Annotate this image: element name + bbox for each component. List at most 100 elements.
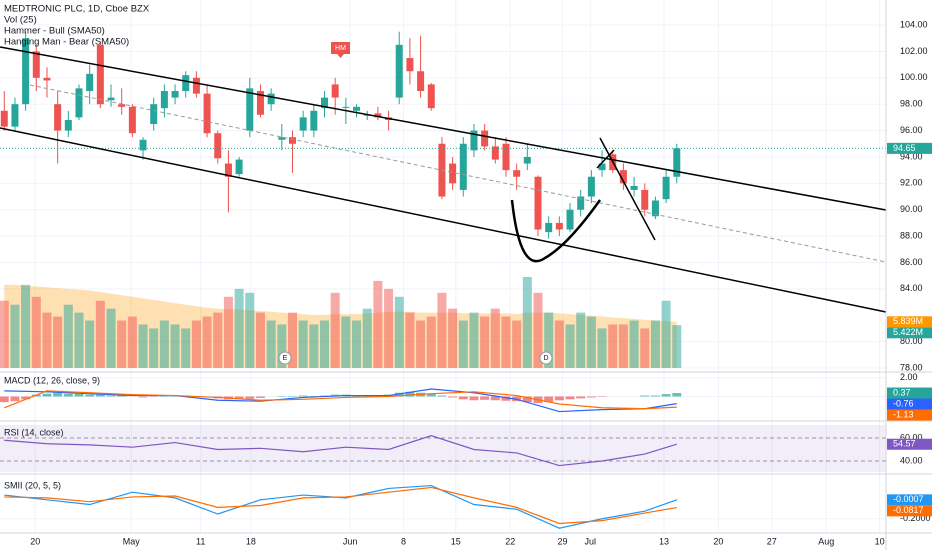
histogram-bar — [458, 396, 468, 400]
channel-upper — [0, 46, 887, 211]
candle-body — [513, 170, 521, 177]
volume-bar — [629, 320, 639, 368]
volume-bar — [277, 324, 287, 368]
indicator-label: Hammer - Bull (SMA50) — [4, 26, 105, 37]
last-value-label: -0.0817 — [893, 505, 924, 515]
x-tick-label: 10 — [875, 536, 885, 546]
symbol-title: MEDTRONIC PLC, 1D, Cboe BZX — [4, 4, 150, 15]
x-tick-label: 11 — [196, 536, 205, 546]
candle-body — [128, 106, 136, 134]
volume-bar — [672, 325, 682, 368]
volume-bar — [544, 312, 554, 368]
histogram-bar — [63, 393, 73, 397]
volume-bar — [191, 320, 201, 368]
pane-title: SMII (20, 5, 5) — [4, 480, 61, 490]
histogram-bar — [522, 396, 532, 403]
y-tick-label: 78.00 — [900, 362, 923, 372]
candle-body — [598, 163, 606, 171]
candle-body — [523, 156, 531, 164]
candle-body — [545, 222, 553, 233]
volume-bar — [42, 312, 52, 368]
y-tick-label: 40.00 — [900, 455, 923, 465]
last-value-label: -0.76 — [893, 398, 914, 408]
candle-body — [107, 97, 115, 101]
volume-bar — [362, 308, 372, 368]
y-tick-label: -0.2000 — [900, 513, 931, 523]
y-tick-label: 2.00 — [900, 372, 918, 382]
y-tick-label: 92.00 — [900, 178, 923, 188]
candle-body — [139, 139, 147, 151]
volume-bar — [330, 292, 340, 368]
last-value-label: -1.13 — [893, 409, 914, 419]
x-tick-label: Jul — [585, 536, 597, 546]
volume-bar — [21, 284, 31, 368]
volume-bar — [501, 316, 511, 368]
volume-bar — [0, 300, 9, 368]
x-tick-label: 20 — [713, 536, 723, 546]
indicator-line — [4, 390, 677, 410]
candle-body — [299, 117, 307, 131]
candle-body — [246, 88, 254, 131]
candle-body — [310, 110, 318, 131]
candle-body — [86, 73, 94, 92]
histogram-bar — [437, 395, 447, 397]
last-value-box — [887, 327, 932, 339]
volume-bar — [576, 312, 586, 368]
x-tick-label: 20 — [30, 536, 40, 546]
histogram-bar — [490, 396, 500, 401]
histogram-bar — [640, 395, 650, 397]
channel-mid — [29, 84, 887, 263]
volume-bar — [10, 304, 20, 368]
volume-bar — [266, 320, 276, 368]
candle-body — [64, 120, 72, 131]
last-value-label: -0.0007 — [893, 494, 924, 504]
histogram-bar — [255, 396, 265, 398]
x-tick-label: 29 — [558, 536, 568, 546]
candle-body — [171, 91, 179, 98]
histogram-bar — [565, 396, 575, 400]
volume-bar — [85, 320, 95, 368]
candle-body — [673, 148, 681, 177]
volume-bar — [597, 328, 607, 368]
candle-body — [203, 93, 211, 134]
volume-ma-area — [4, 284, 677, 368]
histogram-bar — [0, 396, 9, 403]
histogram-bar — [106, 395, 116, 397]
volume-bar — [127, 316, 137, 368]
candle-body — [43, 77, 51, 81]
volume-bar — [255, 312, 265, 368]
last-value-label: 5.422M — [893, 327, 923, 337]
histogram-bar — [95, 394, 105, 397]
last-value-box — [887, 142, 932, 154]
histogram-bar — [544, 396, 554, 403]
histogram-bar — [394, 392, 404, 397]
x-tick-label: 18 — [246, 536, 256, 546]
x-tick-label: 8 — [401, 536, 406, 546]
volume-bar — [117, 320, 127, 368]
volume-bar — [640, 328, 650, 368]
volume-bar — [437, 292, 447, 368]
volume-bar — [106, 308, 116, 368]
indicator-line — [4, 484, 677, 529]
y-tick-label: 98.00 — [900, 99, 923, 109]
volume-bar — [298, 320, 308, 368]
plot — [0, 31, 886, 529]
volume-bar — [320, 320, 330, 368]
y-tick-label: 60.00 — [900, 432, 923, 442]
volume-bar — [170, 324, 180, 368]
volume-bar — [554, 320, 564, 368]
candle-body — [534, 176, 542, 230]
histogram-bar — [501, 396, 511, 401]
histogram-bar — [405, 391, 415, 397]
pane-title: MACD (12, 26, close, 9) — [4, 375, 100, 385]
histogram-bar — [138, 396, 148, 398]
volume-bar — [565, 324, 575, 368]
indicator-line — [4, 486, 677, 525]
volume-bar — [448, 308, 458, 368]
volume-bar — [384, 288, 394, 368]
candle-body — [0, 110, 8, 127]
histogram-bar — [650, 395, 660, 397]
last-value-label: 94.65 — [893, 143, 916, 153]
last-value-box — [887, 494, 932, 506]
